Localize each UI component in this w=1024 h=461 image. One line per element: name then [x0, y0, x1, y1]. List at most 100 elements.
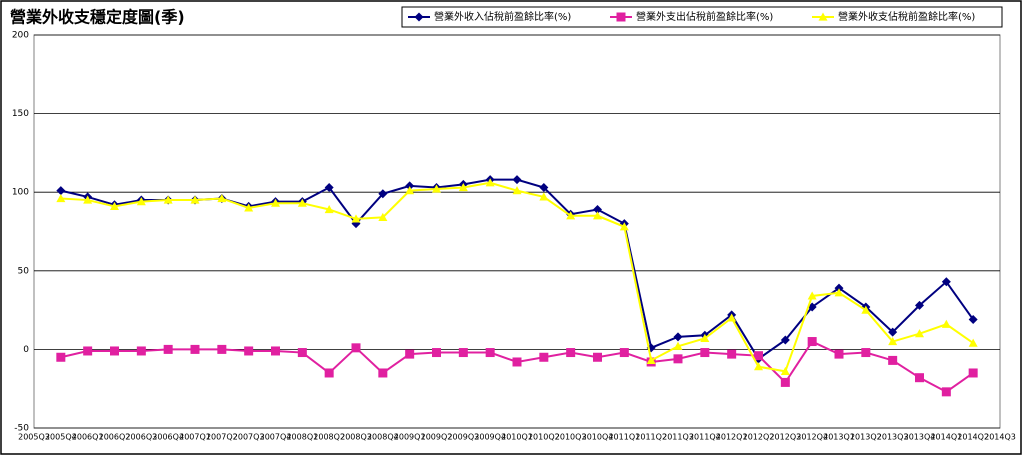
y-tick-label: 100 [12, 188, 29, 198]
point [163, 195, 173, 204]
point [941, 277, 951, 287]
point [136, 197, 146, 206]
x-tick-label: 2008Q4 [367, 433, 399, 442]
point [405, 181, 415, 191]
point [593, 211, 602, 220]
legend-box [401, 6, 1003, 28]
point [861, 348, 871, 358]
point [888, 355, 898, 365]
point [56, 352, 66, 362]
point [727, 349, 737, 359]
point [646, 355, 656, 365]
point [619, 348, 629, 358]
point [83, 195, 93, 204]
point [566, 348, 576, 358]
point [324, 204, 334, 214]
point [673, 354, 683, 364]
point [378, 189, 388, 199]
point [271, 198, 280, 207]
legend-marker [414, 12, 424, 22]
point [271, 346, 280, 356]
x-tick-label: 2008Q3 [340, 433, 372, 442]
point [297, 348, 307, 358]
point [834, 288, 844, 297]
x-tick-label: 2014Q1 [930, 433, 962, 442]
point [458, 348, 468, 358]
x-tick-label: 2012Q3 [769, 433, 801, 442]
y-tick-label: 200 [12, 31, 29, 41]
point [539, 352, 549, 362]
point [110, 201, 119, 210]
x-tick-label: 2009Q4 [474, 433, 506, 442]
point [861, 305, 871, 314]
point [351, 214, 361, 223]
x-tick-label: 2010Q3 [555, 433, 587, 442]
point [780, 366, 790, 376]
point [673, 332, 683, 342]
point [968, 338, 978, 347]
x-tick-label: 2006Q4 [152, 433, 184, 442]
point [593, 352, 602, 362]
legend-label: 營業外支出佔稅前盈餘比率(%) [636, 10, 773, 23]
x-tick-label: 2011Q2 [635, 433, 667, 442]
x-tick-label: 2014Q2 [957, 433, 989, 442]
point [351, 343, 361, 353]
x-tick-label: 2013Q3 [877, 433, 909, 442]
point [754, 362, 763, 371]
x-tick-label: 2008Q2 [313, 433, 345, 442]
point [700, 348, 710, 358]
point [56, 186, 66, 196]
point [217, 193, 227, 203]
point [56, 193, 66, 203]
point [619, 222, 629, 231]
point [163, 344, 173, 354]
plot-area [33, 34, 1001, 429]
point [915, 300, 924, 310]
point [405, 349, 415, 359]
point [968, 315, 978, 325]
point [512, 175, 522, 185]
point [244, 203, 254, 212]
legend: 營業外收入佔稅前盈餘比率(%) 營業外支出佔稅前盈餘比率(%) 營業外收支佔稅前盈餘… [401, 6, 1003, 28]
x-tick-label: 2010Q4 [582, 433, 614, 442]
point [807, 291, 817, 300]
x-tick-label: 2008Q1 [286, 433, 318, 442]
x-tick-label: 2009Q3 [447, 433, 479, 442]
x-tick-label: 2007Q3 [233, 433, 265, 442]
x-tick-label: 2007Q2 [206, 433, 238, 442]
point [324, 368, 334, 378]
x-tick-label: 2009Q1 [394, 433, 426, 442]
point [324, 182, 334, 192]
point [754, 351, 763, 361]
point [405, 186, 415, 195]
point [915, 329, 924, 338]
x-tick-label: 2006Q1 [72, 433, 104, 442]
point [968, 368, 978, 378]
point [217, 344, 227, 354]
point [432, 348, 441, 358]
point [780, 377, 790, 387]
point [512, 357, 522, 367]
x-tick-label: 2011Q4 [689, 433, 721, 442]
x-tick-label: 2005Q4 [45, 433, 77, 442]
y-tick-label: -50 [14, 424, 29, 434]
point [244, 346, 254, 356]
point [190, 344, 200, 354]
x-tick-label: 2012Q2 [743, 433, 775, 442]
x-tick-label: 2012Q4 [796, 433, 828, 442]
point [136, 346, 146, 356]
legend-label: 營業外收入佔稅前盈餘比率(%) [434, 10, 571, 23]
point [378, 368, 388, 378]
point [834, 349, 844, 359]
point [378, 212, 388, 221]
y-tick-label: 0 [23, 345, 29, 355]
x-tick-label: 2010Q1 [501, 433, 533, 442]
point [915, 373, 924, 383]
legend-marker [616, 12, 626, 22]
x-tick-label: 2013Q1 [823, 433, 855, 442]
x-tick-label: 2006Q2 [99, 433, 131, 442]
point [700, 333, 710, 342]
point [780, 335, 790, 345]
point [297, 198, 307, 207]
